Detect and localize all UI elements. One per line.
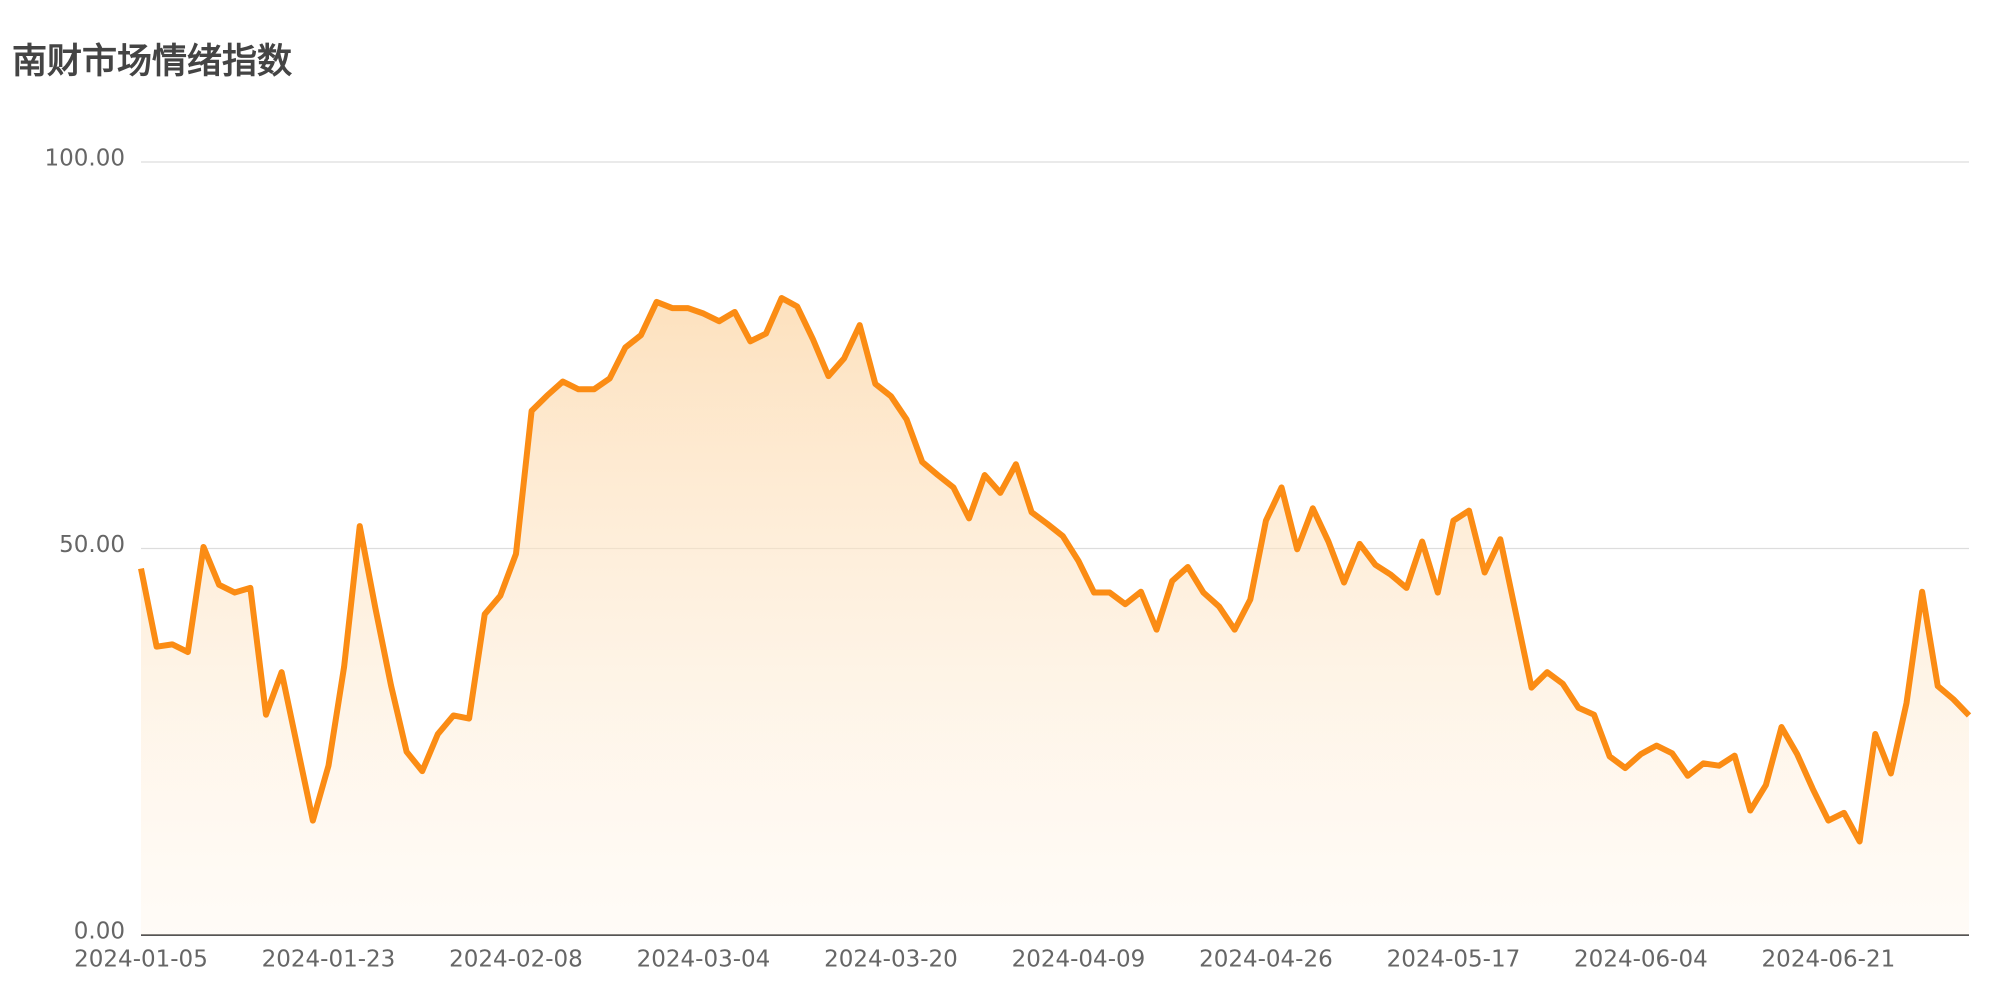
x-tick-label: 2024-04-09 xyxy=(1012,947,1146,973)
x-tick-label: 2024-02-08 xyxy=(449,947,583,973)
x-tick-label: 2024-03-20 xyxy=(824,947,958,973)
x-tick-label: 2024-03-04 xyxy=(637,947,771,973)
x-tick-label: 2024-06-21 xyxy=(1762,947,1896,973)
y-tick-label: 100.00 xyxy=(45,146,125,172)
line xyxy=(138,295,1972,845)
chart-title: 南财市场情绪指数 xyxy=(12,42,292,82)
x-tick-label: 2024-01-23 xyxy=(262,947,396,973)
area xyxy=(141,298,1969,936)
x-tick-label: 2024-05-17 xyxy=(1387,947,1521,973)
x-tick-label: 2024-01-05 xyxy=(74,947,208,973)
x-tick-label: 2024-04-26 xyxy=(1199,947,1333,973)
y-tick-label: 0.00 xyxy=(74,919,125,945)
x-tick-label: 2024-06-04 xyxy=(1574,947,1708,973)
y-tick-label: 50.00 xyxy=(59,532,125,558)
